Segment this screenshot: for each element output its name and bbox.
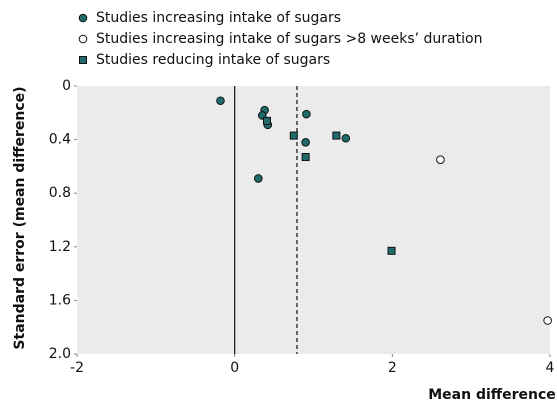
point <box>254 174 263 183</box>
point <box>289 131 298 140</box>
x-tick-label: 0 <box>230 360 239 376</box>
point <box>216 96 225 106</box>
legend-marker <box>78 13 88 23</box>
y-tick-label: 0 <box>62 78 71 94</box>
legend-label: Studies increasing intake of sugars <box>96 10 341 26</box>
point <box>387 246 396 255</box>
x-tick-label: -2 <box>70 360 84 376</box>
y-axis-label: Standard error (mean difference) <box>12 86 28 349</box>
legend-marker <box>78 34 88 44</box>
y-tick-label: 1.6 <box>49 292 71 308</box>
point <box>301 153 310 162</box>
y-tick-label: 2.0 <box>49 346 71 362</box>
point <box>302 109 311 119</box>
point <box>301 137 310 147</box>
y-tick-label: 0.4 <box>49 132 71 148</box>
point <box>341 133 351 143</box>
x-tick-label: 4 <box>546 360 555 376</box>
point <box>262 116 271 125</box>
plot-area <box>77 86 550 354</box>
x-tick-label: 2 <box>388 360 397 376</box>
legend-label: Studies increasing intake of sugars >8 w… <box>96 31 482 47</box>
legend-marker <box>79 56 87 64</box>
legend-label: Studies reducing intake of sugars <box>96 52 330 68</box>
y-tick-label: 0.8 <box>49 185 71 201</box>
x-axis-label: Mean difference <box>428 387 556 403</box>
point <box>436 155 445 164</box>
y-tick-label: 1.2 <box>49 239 71 255</box>
point <box>543 316 552 325</box>
point <box>332 131 341 140</box>
